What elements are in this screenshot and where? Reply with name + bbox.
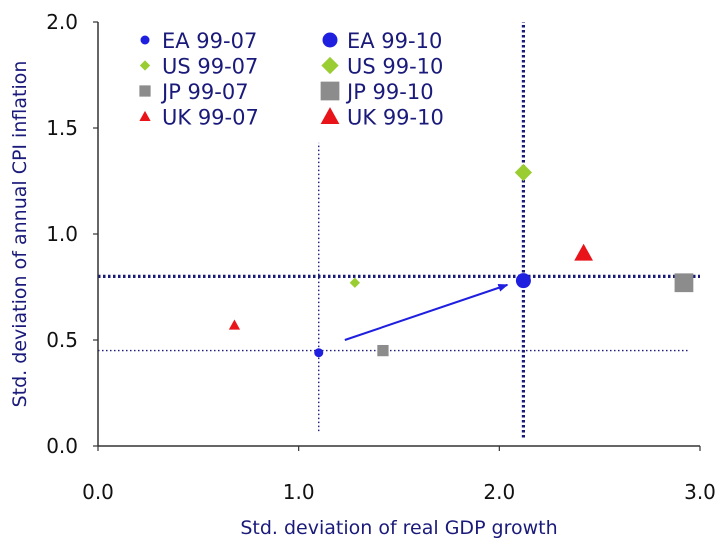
- data-point-triangle: [228, 319, 241, 330]
- data-point-square: [377, 344, 389, 357]
- y-tick-label: 0.5: [46, 328, 78, 352]
- data-point-triangle: [574, 243, 593, 261]
- ticks: 0.0 1.0 2.0 3.0 0.0 0.5 1.0 1.5 2.0: [46, 10, 716, 504]
- legend-marker-circle: [322, 32, 338, 48]
- x-axis-title: Std. deviation of real GDP growth: [240, 517, 557, 539]
- reference-lines: [98, 22, 700, 438]
- data-point-circle: [314, 348, 324, 358]
- y-tick-label: 0.0: [46, 434, 78, 458]
- arrow: [344, 283, 509, 341]
- y-axis-title: Std. deviation of annual CPI inflation: [9, 61, 31, 408]
- legend-label: EA 99-10: [347, 29, 442, 53]
- y-tick-label: 2.0: [46, 10, 78, 34]
- legend-marker-circle: [140, 35, 150, 45]
- y-tick-label: 1.5: [46, 116, 78, 140]
- legend-marker-square: [320, 81, 340, 101]
- y-tick-label: 1.0: [46, 222, 78, 246]
- x-tick-label: 0.0: [82, 480, 114, 504]
- legend-label: US 99-07: [162, 55, 258, 79]
- legend: EA 99-07 EA 99-10 US 99-07 US 99-10 JP 99-07…: [139, 29, 444, 130]
- legend-label: US 99-10: [347, 55, 443, 79]
- legend-label: UK 99-07: [162, 106, 259, 130]
- legend-label: JP 99-07: [160, 80, 249, 104]
- data-point-square: [674, 273, 694, 293]
- trend-arrow: [344, 283, 509, 341]
- x-tick-label: 2.0: [483, 480, 515, 504]
- legend-label: EA 99-07: [162, 29, 257, 53]
- legend-label: UK 99-10: [347, 106, 444, 130]
- legend-marker-square: [139, 85, 151, 97]
- legend-marker-diamond: [321, 56, 339, 75]
- legend-marker-triangle: [320, 107, 340, 124]
- legend-marker-diamond: [139, 60, 151, 71]
- x-tick-label: 1.0: [283, 480, 315, 504]
- legend-marker-triangle: [139, 110, 151, 121]
- legend-label: JP 99-10: [345, 80, 434, 104]
- data-point-diamond: [514, 163, 533, 182]
- x-tick-label: 3.0: [684, 480, 716, 504]
- data-points: [228, 163, 694, 358]
- data-point-circle: [515, 273, 531, 289]
- data-point-diamond: [349, 277, 361, 288]
